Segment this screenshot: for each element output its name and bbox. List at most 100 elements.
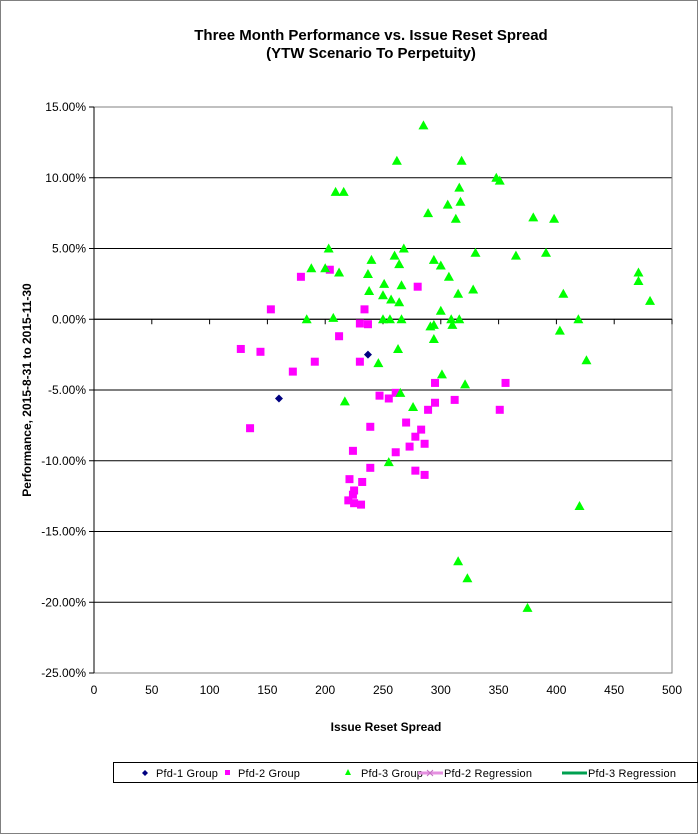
- pfd2-point: [411, 466, 420, 475]
- pfd1-point: [363, 350, 372, 359]
- pfd3-point: [446, 314, 457, 324]
- pfd2-point: [256, 347, 265, 356]
- x-tick-label: 200: [315, 683, 335, 697]
- pfd2-point: [431, 398, 440, 407]
- pfd2-point: [296, 272, 305, 281]
- pfd3-point: [393, 343, 404, 353]
- pfd2-point: [288, 367, 297, 376]
- pfd3-point: [581, 355, 592, 365]
- pfd3-point: [330, 186, 341, 196]
- pfd3-point: [334, 267, 345, 277]
- pfd3-point: [435, 305, 446, 315]
- x-tick-label: 450: [604, 683, 624, 697]
- pfd2-point: [417, 425, 426, 434]
- pfd1-point: [274, 394, 283, 403]
- pfd2-point: [363, 320, 372, 329]
- pfd3-point: [454, 182, 465, 192]
- y-tick-label: -10.00%: [41, 454, 86, 468]
- pfd2-point: [355, 357, 364, 366]
- y-tick-label: 10.00%: [45, 171, 86, 185]
- pfd3-point: [549, 213, 560, 223]
- pfd3-point: [378, 290, 388, 300]
- pfd3-point: [447, 319, 458, 329]
- legend-pfd2-regression: Pfd-2 Regression: [444, 768, 532, 780]
- legend-diamond-icon: [142, 770, 148, 776]
- pfd2-point: [344, 496, 353, 505]
- chart-title: Three Month Performance vs. Issue Reset …: [194, 27, 547, 44]
- legend-pfd3-regression: Pfd-3 Regression: [588, 768, 676, 780]
- pfd3-point: [396, 280, 407, 290]
- pfd3-point: [394, 259, 405, 269]
- pfd2-point: [325, 265, 334, 274]
- pfd2-point: [350, 499, 359, 508]
- pfd2-point: [345, 475, 354, 484]
- pfd3-point: [366, 254, 377, 264]
- pfd3-point: [540, 247, 551, 257]
- pfd2-point: [420, 470, 429, 479]
- y-tick-label: -15.00%: [41, 525, 86, 539]
- pfd3-point: [398, 243, 409, 253]
- x-tick-label: 500: [662, 683, 682, 697]
- pfd3-point: [455, 196, 466, 206]
- pfd2-point: [405, 442, 414, 451]
- pfd3-point: [378, 314, 388, 324]
- pfd2-point: [402, 418, 411, 427]
- pfd3-point: [558, 288, 569, 298]
- pfd3-point: [510, 250, 521, 260]
- y-tick-label: -25.00%: [41, 666, 86, 680]
- pfd2-point: [266, 305, 275, 314]
- y-tick-label: 0.00%: [52, 312, 86, 326]
- pfd3-point: [522, 602, 533, 612]
- y-axis-title: Performance, 2015-8-31 to 2015-11-30: [20, 283, 34, 497]
- pfd3-point: [339, 396, 350, 406]
- pfd3-point: [386, 294, 397, 304]
- pfd3-point: [645, 295, 656, 305]
- pfd3-point: [373, 358, 384, 368]
- pfd2-point: [357, 500, 366, 509]
- pfd3-point: [379, 278, 390, 288]
- pfd3-point: [408, 401, 419, 411]
- legend-triangle-icon: [345, 769, 351, 775]
- legend-square-icon: [225, 770, 230, 775]
- x-tick-label: 350: [489, 683, 509, 697]
- pfd3-point: [338, 186, 349, 196]
- pfd2-point: [355, 319, 364, 328]
- pfd3-point: [633, 276, 644, 286]
- pfd3-point: [323, 243, 334, 253]
- pfd3-point: [470, 247, 481, 257]
- pfd3-point: [574, 501, 585, 511]
- y-tick-label: -20.00%: [41, 595, 86, 609]
- x-axis-ticks: 0 50 100 150 200 250 300 350 400 450 500: [91, 683, 683, 697]
- x-tick-label: 100: [200, 683, 220, 697]
- pfd3-point: [453, 288, 464, 298]
- pfd3-point: [428, 334, 439, 344]
- pfd2-point: [366, 463, 375, 472]
- pfd3-point: [450, 213, 461, 223]
- pfd3-point: [423, 208, 434, 218]
- pfd3-point: [554, 325, 565, 335]
- pfd2-point: [501, 378, 510, 387]
- pfd3-point: [453, 556, 464, 566]
- pfd3-point: [462, 573, 473, 583]
- pfd3-point: [383, 457, 394, 467]
- x-tick-label: 50: [145, 683, 159, 697]
- pfd2-point: [350, 486, 359, 495]
- x-axis-title: Issue Reset Spread: [331, 720, 442, 734]
- data-points: [236, 120, 656, 612]
- pfd3-point: [328, 312, 339, 322]
- pfd3-point: [428, 319, 439, 329]
- pfd3-point: [443, 271, 454, 281]
- pfd3-point: [436, 369, 447, 379]
- pfd2-point: [348, 446, 357, 455]
- pfd3-point: [468, 284, 479, 294]
- pfd3-point: [396, 314, 407, 324]
- pfd2-point: [310, 357, 319, 366]
- pfd2-point: [348, 490, 357, 499]
- legend: Pfd-1 Group Pfd-2 Group Pfd-3 Group Pfd-…: [113, 762, 698, 783]
- x-tick-label: 250: [373, 683, 393, 697]
- pfd2-point: [236, 344, 245, 353]
- y-tick-label: 15.00%: [45, 100, 86, 114]
- y-axis-ticks: 15.00% 10.00% 5.00% 0.00% -5.00% -10.00% -15.0…: [41, 100, 94, 680]
- pfd3-point: [384, 314, 395, 324]
